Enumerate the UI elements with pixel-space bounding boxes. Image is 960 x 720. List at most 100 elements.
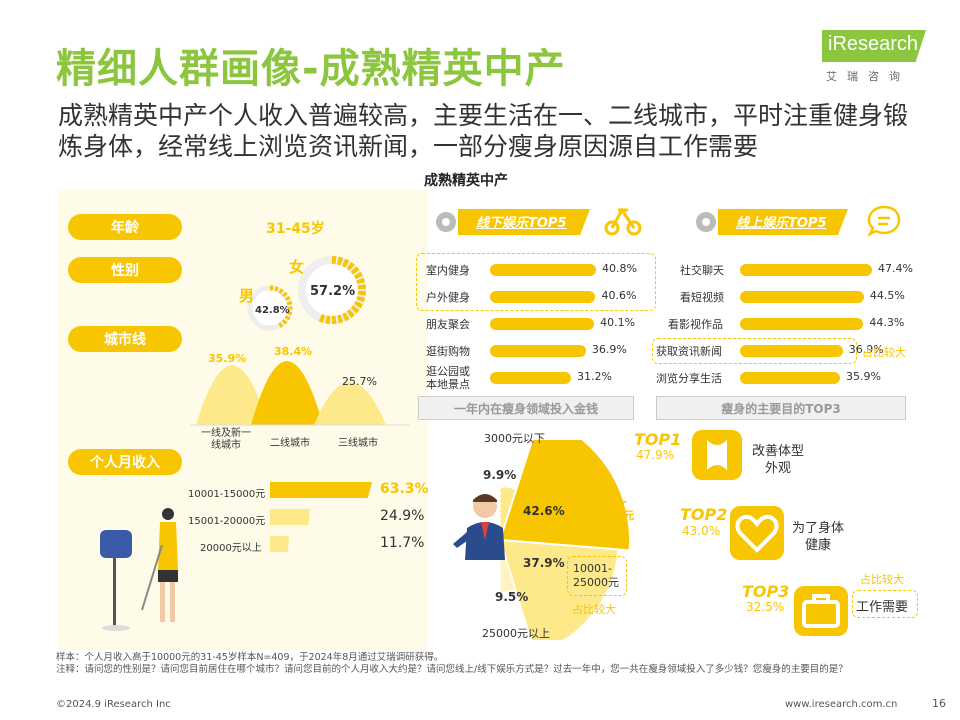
online-pct-4: 36.9% (848, 343, 884, 356)
businessman-illustration (453, 494, 505, 560)
purpose-pct-2: 43.0% (682, 524, 721, 538)
briefcase-icon (794, 586, 848, 636)
spend-highlight-box (567, 556, 627, 596)
online-cat-4: 获取资讯新闻 (656, 345, 722, 358)
offline-bar-2 (490, 291, 596, 303)
male-ring (247, 285, 293, 331)
offline-bar-3 (490, 318, 595, 330)
age-value: 31-45岁 (266, 221, 325, 237)
offline-cat-1: 室内健身 (426, 264, 470, 277)
spend-pct-1: 9.9% (483, 468, 517, 482)
spend-pct-3: 37.9% (523, 556, 565, 570)
city-peak-2 (251, 361, 323, 425)
offline-bar-1 (490, 264, 596, 276)
online-cat-2: 看短视频 (680, 291, 724, 304)
income-bar-1 (270, 482, 372, 498)
income-pill: 个人月收入 (68, 449, 182, 475)
gender-pill: 性别 (68, 257, 182, 283)
offline-bar-4 (490, 345, 586, 357)
purpose-rank-1: TOP1 (634, 430, 682, 449)
income-bar-3 (270, 536, 289, 552)
male-pct: 42.8% (255, 305, 290, 316)
golfer-illustration (100, 508, 178, 631)
offline-cat-3: 朋友聚会 (426, 318, 470, 331)
online-cat-3: 看影视作品 (668, 318, 723, 331)
offline-highlight-box (416, 253, 656, 311)
offline-cat-4: 逛街购物 (426, 345, 470, 358)
offline-pct-4: 36.9% (591, 343, 627, 356)
online-pct-2: 44.5% (869, 289, 905, 302)
spend-slice-3 (498, 538, 620, 640)
offline-bar-5 (490, 372, 572, 384)
gender-rings (247, 256, 366, 331)
online-highlight-box (652, 338, 857, 364)
income-pct-3: 11.7% (380, 535, 425, 551)
online-callout: 占比较大 (862, 346, 906, 359)
online-cat-5: 浏览分享生活 (656, 372, 722, 385)
online-bar-4 (740, 345, 843, 357)
online-header-bg (696, 209, 848, 235)
city-cat-1: 一线及新一 线城市 (201, 428, 251, 451)
spend-cat-3: 10001- 25000元 (573, 562, 619, 589)
heart-icon (730, 506, 784, 560)
purpose-callout: 占比较大 (860, 573, 904, 586)
purpose-title: 瘦身的主要目的TOP3 (656, 396, 906, 420)
male-ring-arc (269, 285, 293, 329)
online-bar-2 (740, 291, 864, 303)
city-pill: 城市线 (68, 326, 182, 352)
chat-bubble-icon (867, 205, 901, 237)
online-bar-1 (740, 264, 872, 276)
spend-cat-1: 3000元以下 (484, 432, 545, 445)
city-label-2: 38.4% (274, 345, 313, 358)
online-pct-5: 35.9% (845, 370, 881, 383)
city-cat-3: 三线城市 (338, 438, 378, 449)
female-label: 女 (289, 258, 305, 276)
female-ring-arc (317, 256, 366, 324)
male-label: 男 (239, 287, 255, 305)
spend-radial-chart (498, 440, 631, 640)
female-ring (298, 256, 366, 324)
city-label-1: 35.9% (208, 352, 247, 365)
purpose-label-2: 为了身体 健康 (792, 521, 845, 553)
spend-pct-4: 9.5% (495, 590, 529, 604)
footer-copyright: ©2024.9 iResearch Inc (56, 699, 171, 710)
age-pill: 年龄 (68, 214, 182, 240)
offline-pct-5: 31.2% (577, 370, 612, 383)
page-title: 精细人群画像-成熟精英中产 (56, 46, 566, 92)
spend-pct-2: 42.6% (523, 504, 565, 518)
purpose-rank-3: TOP3 (742, 582, 790, 601)
offline-cat-5: 逛公园或 本地景点 (426, 365, 470, 391)
purpose-pct-3: 32.5% (746, 600, 785, 614)
spend-cat-2: 3001- 10000元 (585, 495, 635, 522)
online-bar-3 (740, 318, 864, 330)
purpose-rank-2: TOP2 (680, 505, 728, 524)
offline-pct-1: 40.8% (602, 262, 637, 275)
offline-title: 线下娱乐TOP5 (476, 216, 567, 231)
offline-header-bg (436, 209, 590, 235)
purpose-label-3: 工作需要 (856, 600, 909, 615)
body-shape-icon (692, 430, 742, 480)
purpose-pct-1: 47.9% (636, 448, 675, 462)
purpose-label-1: 改善体型 外观 (752, 444, 805, 476)
female-pct: 57.2% (310, 284, 356, 299)
income-cat-1: 10001-15000元 (188, 489, 266, 500)
income-bar-2 (270, 509, 311, 525)
online-title: 线上娱乐TOP5 (736, 216, 827, 231)
spend-callout: 占比较大 (572, 603, 616, 616)
online-pct-1: 47.4% (878, 262, 913, 275)
page-subtitle: 成熟精英中产个人收入普遍较高，主要生活在一、二线城市，平时注重健身锻炼身体，经常… (58, 101, 909, 161)
income-pct-1: 63.3% (380, 481, 429, 497)
offline-pct-3: 40.1% (600, 316, 636, 329)
spend-title: 一年内在瘦身领域投入金钱 (418, 396, 634, 420)
city-peak-1 (196, 365, 268, 425)
exercise-bike-icon (604, 207, 642, 236)
online-bar-5 (740, 372, 840, 384)
footer-note: 样本：个人月收入高于10000元的31-45岁样本N=409，于2024年8月通… (56, 652, 848, 675)
income-cat-2: 15001-20000元 (188, 516, 266, 527)
online-cat-1: 社交聊天 (680, 264, 724, 277)
city-peak-3 (314, 382, 386, 425)
income-pct-2: 24.9% (380, 508, 425, 524)
city-cat-2: 二线城市 (270, 438, 310, 449)
income-cat-3: 20000元以上 (200, 543, 262, 554)
online-pct-3: 44.3% (869, 316, 905, 329)
